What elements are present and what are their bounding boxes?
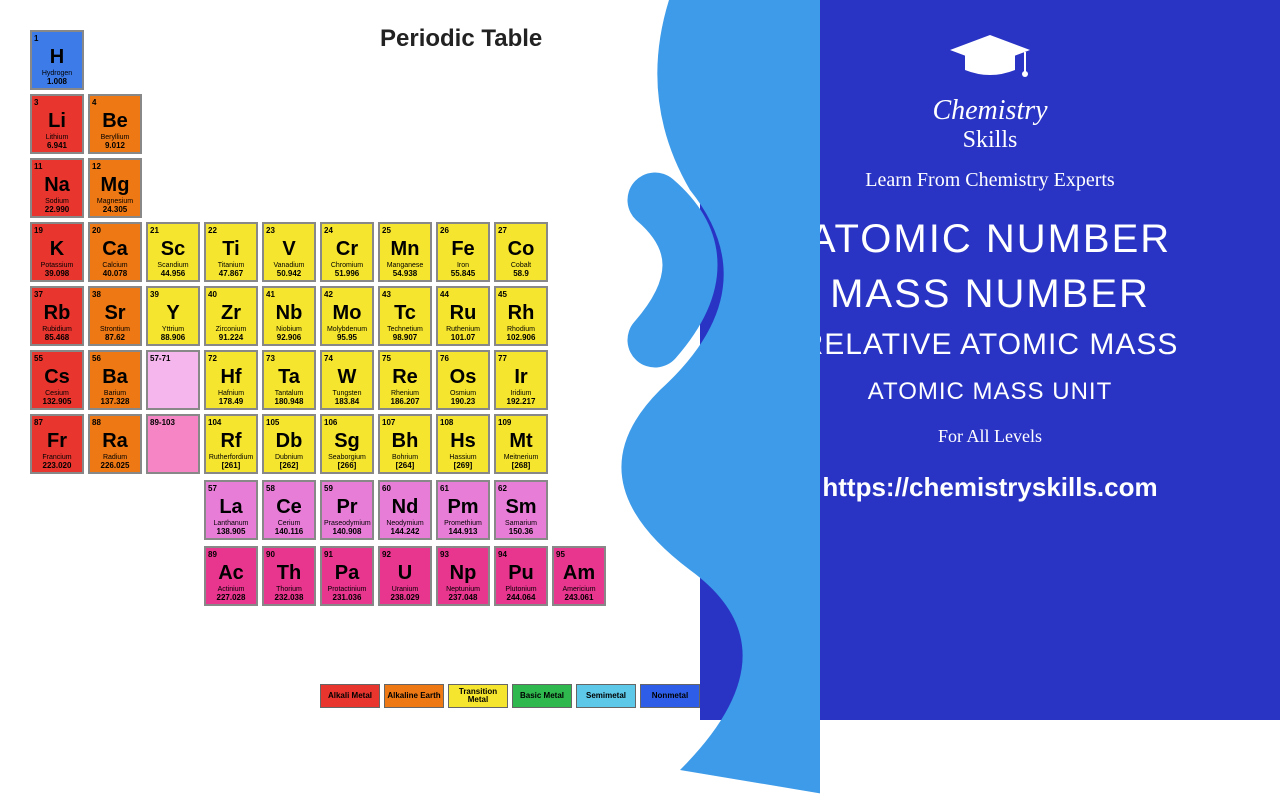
element-cell: 12MgMagnesium24.305: [88, 158, 142, 218]
legend-item: Transition Metal: [448, 684, 508, 708]
element-cell: 62SmSamarium150.36: [494, 480, 548, 540]
element-cell: 38SrStrontium87.62: [88, 286, 142, 346]
legend-item: Alkali Metal: [320, 684, 380, 708]
element-cell: 108HsHassium[269]: [436, 414, 490, 474]
element-cell: 55CsCesium132.905: [30, 350, 84, 410]
element-cell: 57LaLanthanum138.905: [204, 480, 258, 540]
element-cell: 24CrChromium51.996: [320, 222, 374, 282]
element-cell: 91PaProtactinium231.036: [320, 546, 374, 606]
element-cell: 56BaBarium137.328: [88, 350, 142, 410]
element-cell: 43TcTechnetium98.907: [378, 286, 432, 346]
element-cell: 74WTungsten183.84: [320, 350, 374, 410]
element-cell: 89-103: [146, 414, 200, 474]
graduation-cap-icon: [945, 30, 1035, 85]
element-cell: 58CeCerium140.116: [262, 480, 316, 540]
element-cell: 11NaSodium22.990: [30, 158, 84, 218]
element-cell: 40ZrZirconium91.224: [204, 286, 258, 346]
element-cell: 89AcActinium227.028: [204, 546, 258, 606]
element-cell: 92UUranium238.029: [378, 546, 432, 606]
element-cell: 59PrPraseodymium140.908: [320, 480, 374, 540]
legend-item: Alkaline Earth: [384, 684, 444, 708]
element-cell: 45RhRhodium102.906: [494, 286, 548, 346]
element-cell: 94PuPlutonium244.064: [494, 546, 548, 606]
element-cell: 41NbNiobium92.906: [262, 286, 316, 346]
element-cell: 106SgSeaborgium[266]: [320, 414, 374, 474]
element-cell: 19KPotassium39.098: [30, 222, 84, 282]
element-cell: 88RaRadium226.025: [88, 414, 142, 474]
element-cell: 4BeBeryllium9.012: [88, 94, 142, 154]
element-cell: 93NpNeptunium237.048: [436, 546, 490, 606]
element-cell: 73TaTantalum180.948: [262, 350, 316, 410]
element-cell: 37RbRubidium85.468: [30, 286, 84, 346]
element-cell: 104RfRutherfordium[261]: [204, 414, 258, 474]
element-cell: 61PmPromethium144.913: [436, 480, 490, 540]
element-cell: 39YYttrium88.906: [146, 286, 200, 346]
element-cell: 23VVanadium50.942: [262, 222, 316, 282]
element-cell: 26FeIron55.845: [436, 222, 490, 282]
element-cell: 21ScScandium44.956: [146, 222, 200, 282]
element-cell: 1HHydrogen1.008: [30, 30, 84, 90]
element-cell: 107BhBohrium[264]: [378, 414, 432, 474]
element-cell: 105DbDubnium[262]: [262, 414, 316, 474]
swoosh-divider: [560, 0, 820, 800]
element-cell: 77IrIridium192.217: [494, 350, 548, 410]
element-cell: 57-71: [146, 350, 200, 410]
element-cell: 44RuRuthenium101.07: [436, 286, 490, 346]
element-cell: 3LiLithium6.941: [30, 94, 84, 154]
element-cell: 72HfHafnium178.49: [204, 350, 258, 410]
element-cell: 76OsOsmium190.23: [436, 350, 490, 410]
element-cell: 42MoMolybdenum95.95: [320, 286, 374, 346]
element-cell: 20CaCalcium40.078: [88, 222, 142, 282]
element-cell: 90ThThorium232.038: [262, 546, 316, 606]
element-cell: 87FrFrancium223.020: [30, 414, 84, 474]
element-cell: 109MtMeitnerium[268]: [494, 414, 548, 474]
element-cell: 60NdNeodymium144.242: [378, 480, 432, 540]
element-cell: 22TiTitanium47.867: [204, 222, 258, 282]
element-cell: 25MnManganese54.938: [378, 222, 432, 282]
element-cell: 75ReRhenium186.207: [378, 350, 432, 410]
element-cell: 27CoCobalt58.9: [494, 222, 548, 282]
periodic-table: 1HHydrogen1.0083LiLithium6.9414BeBerylli…: [30, 30, 610, 610]
